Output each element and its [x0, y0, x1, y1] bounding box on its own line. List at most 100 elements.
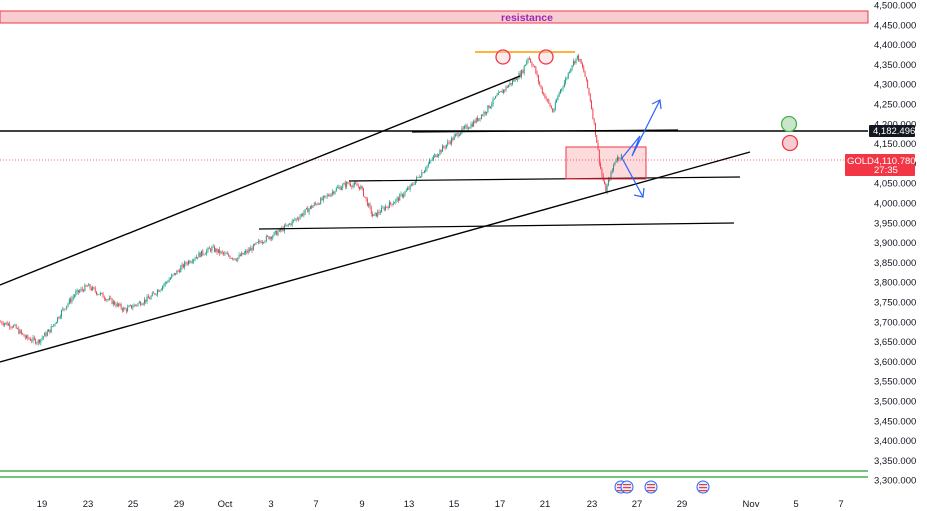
candle-body — [99, 293, 101, 295]
svg-text:4,182.496: 4,182.496 — [873, 126, 915, 137]
level-line-middle[interactable] — [348, 176, 741, 182]
candle-body — [223, 252, 224, 254]
candle-body — [541, 88, 543, 94]
candle-body — [438, 154, 440, 156]
candle-body — [501, 91, 503, 93]
candle-body — [343, 183, 345, 185]
candle-body — [417, 176, 419, 178]
channel-upper-line[interactable] — [0, 75, 521, 286]
time-axis[interactable]: 19 23 25 29 Oct 3 7 9 13 15 17 21 23 27 29 Nov 5 7 — [37, 499, 844, 510]
candle-body — [346, 182, 348, 187]
candle-body — [549, 102, 551, 107]
candle-body — [87, 286, 88, 287]
candle-body — [162, 286, 164, 289]
candle-body — [260, 241, 262, 244]
level-line-lower[interactable] — [258, 222, 735, 230]
candle-body — [127, 307, 129, 312]
price-tick-label: 4,300.000 — [874, 80, 916, 91]
peak-circle-1[interactable] — [495, 49, 511, 65]
candle-body — [396, 197, 398, 200]
bullish-projection-arrow[interactable] — [621, 99, 662, 159]
candle-body — [356, 183, 358, 186]
us-flag-icon[interactable] — [644, 480, 658, 494]
candle-body — [460, 132, 462, 135]
price-axis[interactable]: 4,500.000 4,450.000 4,400.000 4,350.000 4,30… — [874, 1, 916, 487]
candle-body — [495, 96, 497, 99]
candle-body — [258, 240, 259, 243]
candle-body — [229, 256, 231, 259]
candle-body — [605, 183, 607, 193]
candle-body — [528, 58, 530, 60]
candle-body — [17, 328, 18, 330]
candle-body — [348, 183, 350, 185]
candle-body — [455, 134, 456, 136]
candle-body — [427, 163, 429, 166]
candle-body — [199, 252, 201, 257]
candle-body — [350, 183, 351, 186]
bearish-projection-arrow[interactable] — [621, 157, 645, 198]
candle-body — [364, 196, 366, 197]
candle-body — [447, 141, 449, 145]
candle-body — [212, 246, 214, 248]
time-tick-label: 15 — [449, 499, 460, 510]
peak-circle-2[interactable] — [538, 49, 554, 65]
candle-body — [338, 186, 340, 188]
candle-body — [280, 228, 282, 231]
us-flag-icon[interactable] — [696, 480, 710, 494]
candle-body — [422, 172, 424, 174]
candle-body — [54, 323, 56, 325]
consolidation-box[interactable] — [565, 146, 647, 180]
channel-lower-line[interactable] — [0, 151, 751, 363]
candle-body — [120, 304, 122, 309]
candle-body — [466, 125, 468, 129]
bullish-signal-circle[interactable] — [780, 115, 798, 133]
candle-body — [197, 256, 199, 258]
last-price-label: GOLD 4,110.780 27:35 — [845, 154, 916, 176]
candle-body — [469, 127, 471, 129]
candle-body — [37, 339, 39, 343]
candle-body — [153, 293, 155, 294]
candle-body — [245, 251, 247, 253]
candle-body — [26, 335, 28, 338]
candle-body — [574, 61, 576, 64]
candle-body — [313, 203, 315, 206]
candle-body — [7, 323, 9, 326]
candle-body — [527, 58, 529, 61]
candle-body — [92, 287, 94, 291]
bearish-signal-circle[interactable] — [781, 134, 799, 152]
candle-body — [552, 108, 554, 112]
price-tick-label: 4,050.000 — [874, 179, 916, 190]
candle-body — [300, 214, 302, 217]
candle-body — [55, 322, 57, 324]
candle-body — [63, 308, 65, 310]
candle-body — [81, 288, 83, 290]
candle-body — [155, 294, 157, 295]
candle-body — [440, 149, 442, 152]
candle-body — [477, 117, 478, 121]
level-line-upper-segment[interactable] — [411, 129, 679, 133]
candle-body — [556, 100, 558, 103]
candle-body — [177, 270, 179, 272]
candle-body — [594, 122, 596, 136]
candle-body — [462, 127, 464, 129]
price-tick-label: 4,200.000 — [874, 119, 916, 130]
candle-body — [115, 304, 117, 307]
price-tick-label: 3,350.000 — [874, 456, 916, 467]
candle-body — [335, 188, 337, 192]
candle-body — [239, 254, 241, 256]
candle-body — [588, 87, 590, 95]
us-flag-icon[interactable] — [620, 480, 634, 494]
candle-body — [435, 154, 437, 157]
candle-body — [471, 124, 473, 127]
time-tick-label: 23 — [587, 499, 598, 510]
economic-event-icons[interactable] — [614, 480, 710, 494]
candle-body — [486, 111, 488, 114]
candle-body — [128, 305, 130, 308]
candle-body — [334, 191, 336, 194]
candle-body — [216, 248, 218, 253]
candle-body — [207, 247, 209, 251]
candle-body — [548, 99, 550, 103]
candle-body — [171, 275, 173, 279]
candle-body — [18, 328, 20, 334]
